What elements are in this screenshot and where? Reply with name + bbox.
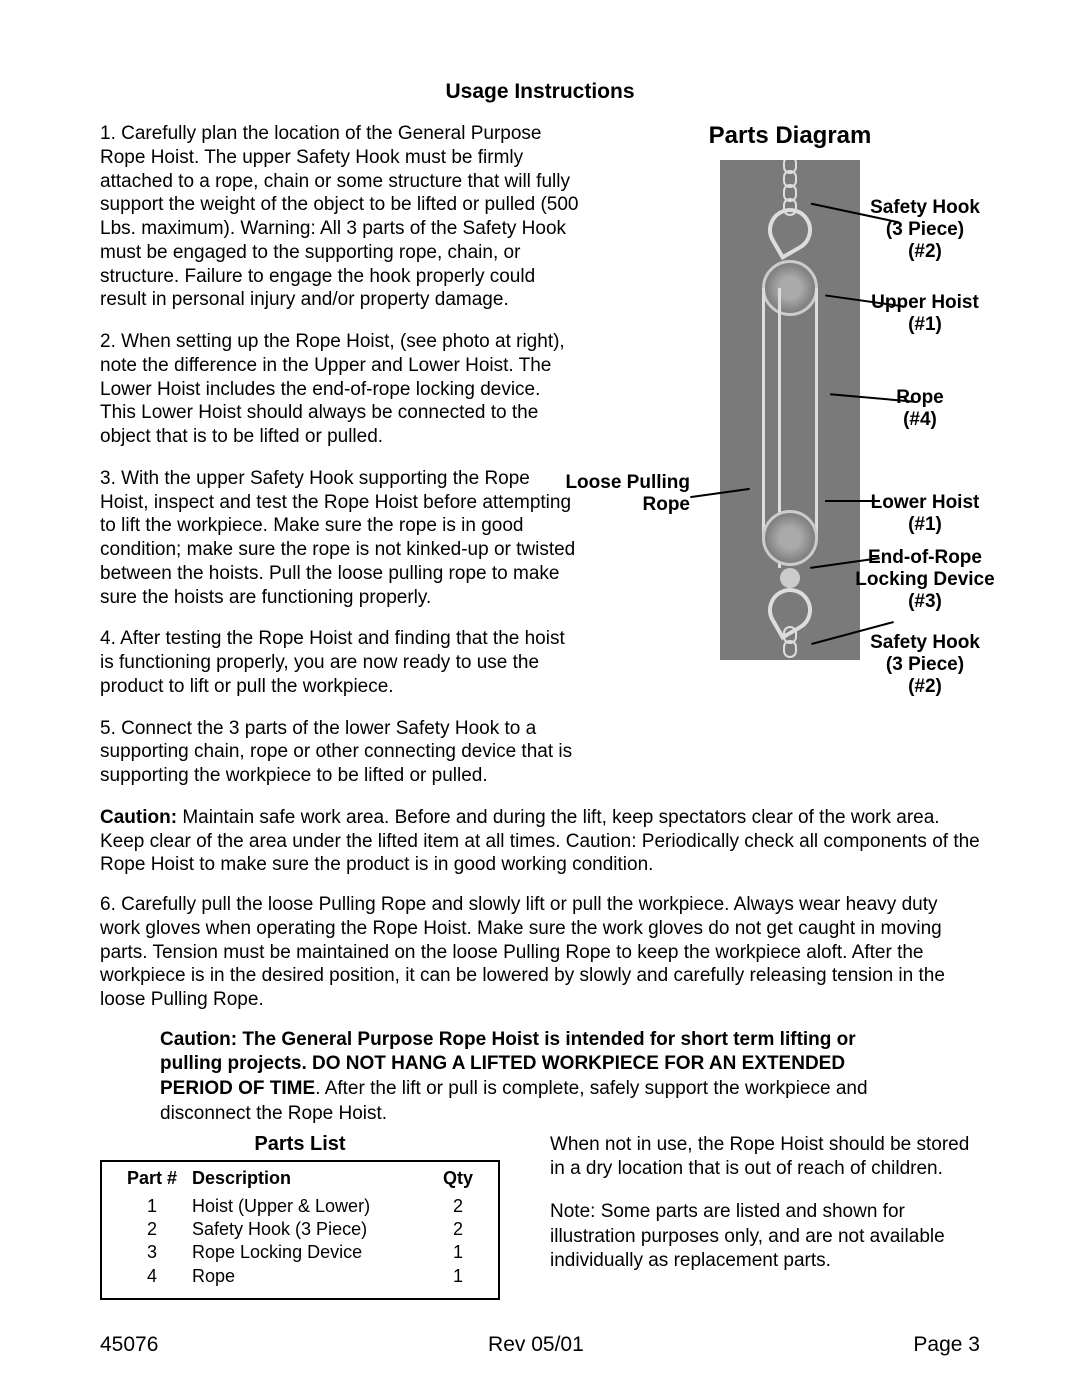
footer-center: Rev 05/01	[488, 1333, 584, 1357]
parts-table: Part # Description Qty 1 Hoist (Upper & …	[100, 1160, 500, 1301]
caution-2: Caution: The General Purpose Rope Hoist …	[100, 1028, 980, 1127]
cell-description: Rope Locking Device	[192, 1241, 428, 1264]
page-title: Usage Instructions	[100, 80, 980, 104]
instruction-3: 3. With the upper Safety Hook supporting…	[100, 467, 580, 610]
lower-hoist-icon	[762, 510, 818, 566]
table-header: Part # Description Qty	[112, 1168, 488, 1189]
label-safety-hook-top: Safety Hook(3 Piece)(#2)	[860, 197, 990, 263]
caution-1: Caution: Maintain safe work area. Before…	[100, 806, 980, 877]
cell-description: Rope	[192, 1265, 428, 1288]
table-row: 4 Rope 1	[112, 1265, 488, 1288]
parts-diagram	[720, 160, 860, 660]
instruction-2: 2. When setting up the Rope Hoist, (see …	[100, 330, 580, 449]
cell-description: Safety Hook (3 Piece)	[192, 1218, 428, 1241]
storage-note: When not in use, the Rope Hoist should b…	[550, 1133, 980, 1182]
label-safety-hook-bot: Safety Hook(3 Piece)(#2)	[855, 632, 995, 698]
instruction-5: 5. Connect the 3 parts of the lower Safe…	[100, 717, 580, 788]
instructions-column: 1. Carefully plan the location of the Ge…	[100, 122, 580, 806]
cell-qty: 1	[428, 1265, 488, 1288]
header-qty: Qty	[428, 1168, 488, 1189]
label-text: Rope(#4)	[896, 387, 944, 430]
table-row: 3 Rope Locking Device 1	[112, 1241, 488, 1264]
cell-qty: 1	[428, 1241, 488, 1264]
chain-bottom-icon	[780, 630, 800, 660]
cell-part-num: 2	[112, 1218, 192, 1241]
footer-right: Page 3	[913, 1333, 980, 1357]
label-locking-device: End-of-RopeLocking Device(#3)	[840, 547, 1010, 613]
label-text: Safety Hook(3 Piece)(#2)	[870, 632, 980, 697]
label-loose-pulling-rope: Loose PullingRope	[550, 472, 690, 516]
diagram-column: Parts Diagram Safety Hook(3 Piece)(#2) U…	[600, 122, 980, 806]
header-part-num: Part #	[112, 1168, 192, 1189]
rope-icon	[815, 288, 818, 538]
cell-qty: 2	[428, 1218, 488, 1241]
label-lower-hoist: Lower Hoist(#1)	[855, 492, 995, 536]
diagram-title: Parts Diagram	[600, 122, 980, 150]
label-text: Upper Hoist(#1)	[871, 292, 979, 335]
cell-description: Hoist (Upper & Lower)	[192, 1195, 428, 1218]
cell-part-num: 1	[112, 1195, 192, 1218]
instruction-1: 1. Carefully plan the location of the Ge…	[100, 122, 580, 312]
parts-note: Note: Some parts are listed and shown fo…	[550, 1200, 980, 1274]
parts-list-title: Parts List	[100, 1133, 500, 1156]
footer-left: 45076	[100, 1333, 158, 1357]
safety-hook-top-icon	[760, 200, 820, 260]
header-description: Description	[192, 1168, 428, 1189]
table-row: 1 Hoist (Upper & Lower) 2	[112, 1195, 488, 1218]
label-text: Loose PullingRope	[565, 472, 690, 515]
notes-column: When not in use, the Rope Hoist should b…	[550, 1133, 980, 1274]
upper-hoist-icon	[762, 260, 818, 316]
page-footer: 45076 Rev 05/01 Page 3	[100, 1333, 980, 1357]
content-row: 1. Carefully plan the location of the Ge…	[100, 122, 980, 806]
cell-qty: 2	[428, 1195, 488, 1218]
label-text: Lower Hoist(#1)	[871, 492, 980, 535]
label-rope: Rope(#4)	[870, 387, 970, 431]
parts-list: Parts List Part # Description Qty 1 Hois…	[100, 1133, 500, 1301]
cell-part-num: 3	[112, 1241, 192, 1264]
instruction-4: 4. After testing the Rope Hoist and find…	[100, 627, 580, 698]
label-text: Safety Hook(3 Piece)(#2)	[870, 197, 980, 262]
table-row: 2 Safety Hook (3 Piece) 2	[112, 1218, 488, 1241]
label-upper-hoist: Upper Hoist(#1)	[860, 292, 990, 336]
bottom-row: Parts List Part # Description Qty 1 Hois…	[100, 1133, 980, 1301]
cell-part-num: 4	[112, 1265, 192, 1288]
label-line-icon	[825, 500, 880, 502]
instruction-6: 6. Carefully pull the loose Pulling Rope…	[100, 893, 980, 1012]
caution-label: Caution:	[100, 807, 177, 828]
locking-device-icon	[780, 568, 800, 588]
caution-text: Maintain safe work area. Before and duri…	[100, 807, 980, 876]
rope-icon	[762, 288, 765, 538]
